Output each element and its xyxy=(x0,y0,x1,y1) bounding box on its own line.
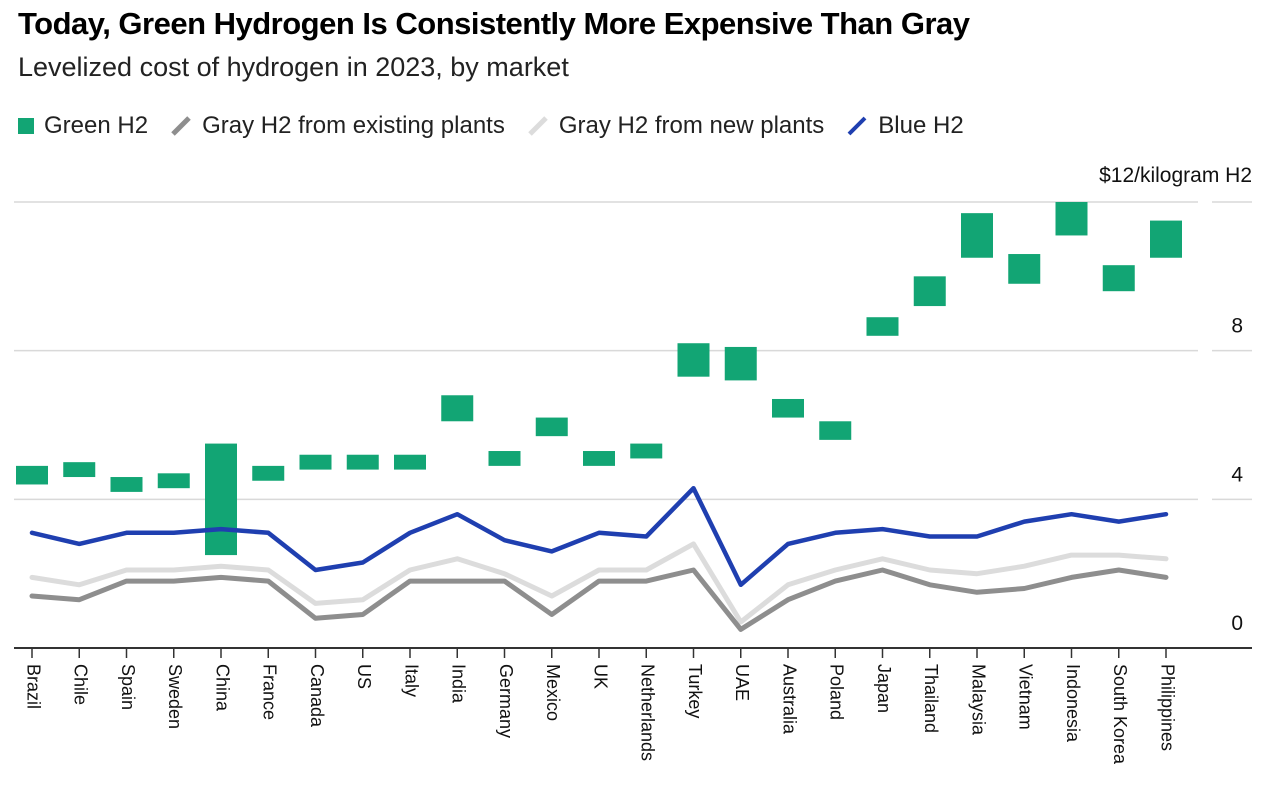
x-tick-label: Spain xyxy=(118,664,138,710)
green-h2-bar xyxy=(157,473,190,489)
x-tick-label: Philippines xyxy=(1157,664,1177,751)
legend-item-gray-new: Gray H2 from new plants xyxy=(527,112,824,140)
green-h2-bar xyxy=(1008,254,1041,284)
green-h2-bar xyxy=(913,276,946,307)
x-tick-label: Germany xyxy=(496,664,516,738)
x-tick-label: South Korea xyxy=(1110,664,1130,765)
green-h2-bar xyxy=(630,443,663,459)
x-tick-label: India xyxy=(449,664,469,704)
x-tick-label: Italy xyxy=(401,664,421,697)
legend-item-green-h2: Green H2 xyxy=(18,112,148,140)
chart-subtitle: Levelized cost of hydrogen in 2023, by m… xyxy=(18,52,569,82)
x-tick-label: Malaysia xyxy=(968,664,988,736)
x-tick-label: China xyxy=(212,664,232,712)
green-h2-bar xyxy=(583,451,615,466)
legend-swatch-gray-existing xyxy=(171,116,191,136)
legend-label-blue-h2: Blue H2 xyxy=(878,112,964,139)
chart-title: Today, Green Hydrogen Is Consistently Mo… xyxy=(18,6,970,41)
legend-swatch-blue-h2 xyxy=(847,116,867,136)
x-tick-label: US xyxy=(354,664,374,689)
x-tick-label: UAE xyxy=(732,664,752,701)
green-h2-bar xyxy=(252,465,285,481)
x-tick-label: Sweden xyxy=(165,664,185,729)
x-tick-label: Chile xyxy=(71,664,91,705)
green-h2-bar xyxy=(394,454,426,470)
x-tick-label: Australia xyxy=(779,664,799,735)
green-h2-bar xyxy=(205,443,237,556)
legend-item-gray-existing: Gray H2 from existing plants xyxy=(170,112,505,140)
green-h2-bar xyxy=(1055,202,1088,236)
green-h2-bar xyxy=(724,346,757,381)
x-tick-label: France xyxy=(260,664,280,720)
y-tick-label: 0 xyxy=(1231,612,1243,635)
green-h2-bar xyxy=(1102,265,1135,292)
y-tick-label: 4 xyxy=(1231,463,1243,486)
x-tick-label: Turkey xyxy=(685,664,705,718)
green-h2-bar xyxy=(866,317,899,336)
green-h2-bar xyxy=(772,398,804,418)
x-tick-label: Vietnam xyxy=(1016,664,1036,730)
x-tick-label: Mexico xyxy=(543,664,563,721)
y-tick-label: $12/kilogram H2 xyxy=(1099,164,1252,187)
green-h2-bar xyxy=(961,213,993,258)
green-h2-bar xyxy=(1150,220,1182,258)
green-h2-bar xyxy=(110,477,143,492)
x-tick-label: Thailand xyxy=(921,664,941,733)
green-h2-bar xyxy=(63,462,96,478)
y-tick-label: 8 xyxy=(1231,315,1243,338)
x-tick-label: Japan xyxy=(874,664,894,713)
gray-existing-line xyxy=(29,567,1169,632)
legend-label-green-h2: Green H2 xyxy=(44,112,149,139)
x-tick-label: Netherlands xyxy=(638,664,658,761)
x-tick-label: Canada xyxy=(307,664,327,728)
legend: Green H2 Gray H2 from existing plants Gr… xyxy=(18,112,986,140)
green-h2-bar xyxy=(677,343,710,377)
x-tick-label: Poland xyxy=(827,664,847,720)
x-tick-label: Indonesia xyxy=(1063,664,1083,743)
legend-swatch-gray-new xyxy=(528,116,548,136)
green-h2-bar xyxy=(346,454,379,470)
gray-new-line xyxy=(29,541,1169,625)
green-h2-bar xyxy=(535,417,568,437)
green-h2-bar xyxy=(16,465,48,485)
green-h2-bar xyxy=(819,421,852,440)
legend-item-blue-h2: Blue H2 xyxy=(846,112,964,140)
blue-h2-line xyxy=(29,485,1169,588)
green-h2-bar xyxy=(299,454,332,470)
x-tick-label: Brazil xyxy=(23,664,43,709)
legend-label-gray-new: Gray H2 from new plants xyxy=(558,112,825,139)
legend-swatch-green-h2 xyxy=(18,118,34,134)
x-tick-label: UK xyxy=(590,664,610,689)
green-h2-bar xyxy=(441,395,474,422)
green-h2-bar xyxy=(488,451,521,466)
legend-label-gray-existing: Gray H2 from existing plants xyxy=(202,112,505,139)
